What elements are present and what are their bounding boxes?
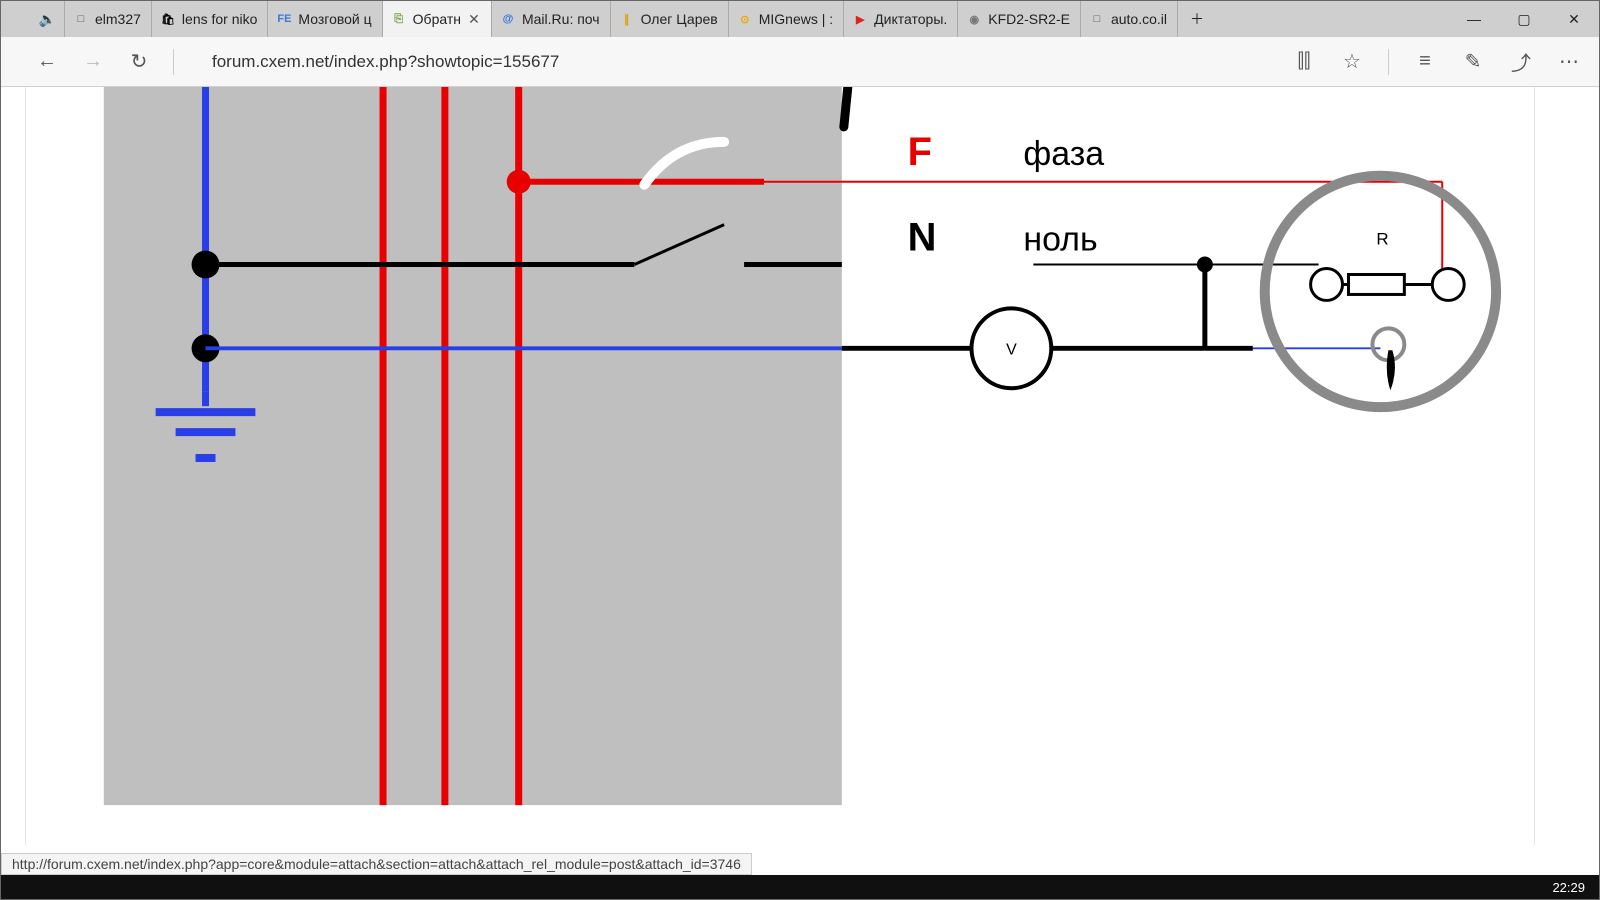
tab-title: Обратн (413, 11, 461, 27)
tab-title: Олег Царев (641, 11, 718, 27)
favicon-icon: ▶ (852, 11, 868, 27)
svg-text:F: F (908, 130, 932, 174)
forward-button[interactable]: → (81, 50, 105, 74)
reading-list-button[interactable]: ⫿⫿ (1292, 50, 1316, 74)
close-button[interactable]: ✕ (1549, 1, 1599, 37)
reading-list-icon: ⫿⫿ (1298, 50, 1311, 73)
back-button[interactable]: ← (35, 50, 59, 74)
favorite-button[interactable]: ☆ (1340, 50, 1364, 74)
web-note-button[interactable]: ✎ (1461, 50, 1485, 74)
window-controls: — ▢ ✕ (1449, 1, 1599, 37)
speaker-icon: 🔈 (39, 11, 56, 28)
tab-strip: 🔈 □ elm327 🛍 lens for nikо FE Мозговой ц ⎘ Обра… (1, 1, 1599, 37)
favicon-icon: ⎘ (391, 11, 407, 27)
tab-5[interactable]: ∥ Олег Царев (611, 1, 729, 37)
star-icon: ☆ (1343, 49, 1361, 74)
more-icon: ⋯ (1559, 49, 1579, 74)
share-icon: ⤴ (1511, 47, 1531, 76)
tab-9[interactable]: □ auto.co.il (1081, 1, 1178, 37)
more-button[interactable]: ⋯ (1557, 50, 1581, 74)
tab-title: MIGnews | : (759, 11, 833, 27)
new-tab-button[interactable]: ＋ (1178, 1, 1218, 37)
tab-title: lens for nikо (182, 11, 257, 27)
favicon-icon: ◉ (966, 11, 982, 27)
tab-title: KFD2-SR2-E (988, 11, 1070, 27)
tab-3[interactable]: ⎘ Обратн ✕ (383, 1, 492, 37)
tab-1[interactable]: 🛍 lens for nikо (152, 1, 268, 37)
favicon-icon: □ (73, 11, 89, 27)
navigation-bar: ← → ↻ forum.cxem.net/index.php?showtopic… (1, 37, 1599, 87)
tab-title: Диктаторы. (874, 11, 947, 27)
url-text: forum.cxem.net/index.php?showtopic=15567… (212, 52, 559, 72)
audio-indicator-tab: 🔈 (31, 1, 65, 37)
tab-8[interactable]: ◉ KFD2-SR2-E (958, 1, 1081, 37)
svg-text:R: R (1376, 230, 1388, 249)
svg-text:фаза: фаза (1023, 135, 1104, 173)
tab-title: elm327 (95, 11, 141, 27)
tab-2[interactable]: FE Мозговой ц (268, 1, 382, 37)
svg-text:ноль: ноль (1023, 221, 1097, 259)
plus-icon: ＋ (1190, 9, 1204, 29)
share-button[interactable]: ⤴ (1509, 50, 1533, 74)
circuit-diagram: [object Object]FфазаNнольVR (26, 87, 1534, 845)
tab-title: Мозговой ц (298, 11, 371, 27)
favicon-icon: □ (1089, 11, 1105, 27)
close-tab-icon[interactable]: ✕ (467, 11, 481, 28)
page-content: [object Object]FфазаNнольVR http://forum… (1, 87, 1599, 875)
taskbar[interactable]: 22:29 (1, 875, 1599, 899)
tab-6[interactable]: ⊙ MIGnews | : (729, 1, 844, 37)
status-bar: http://forum.cxem.net/index.php?app=core… (1, 853, 752, 875)
tab-7[interactable]: ▶ Диктаторы. (844, 1, 958, 37)
favicon-icon: FE (276, 11, 292, 27)
hub-icon: ≡ (1419, 50, 1431, 73)
taskbar-clock: 22:29 (1552, 880, 1585, 895)
hub-button[interactable]: ≡ (1413, 50, 1437, 74)
favicon-icon: ⊙ (737, 11, 753, 27)
minimize-button[interactable]: — (1449, 1, 1499, 37)
address-bar[interactable]: forum.cxem.net/index.php?showtopic=15567… (196, 52, 1270, 72)
favicon-icon: @ (500, 11, 516, 27)
tab-title: Mail.Ru: поч (522, 11, 600, 27)
reload-button[interactable]: ↻ (127, 50, 151, 74)
maximize-button[interactable]: ▢ (1499, 1, 1549, 37)
svg-text:N: N (908, 216, 937, 260)
favicon-icon: 🛍 (160, 11, 176, 27)
note-icon: ✎ (1465, 49, 1482, 74)
status-url: http://forum.cxem.net/index.php?app=core… (12, 856, 741, 872)
tab-title: auto.co.il (1111, 11, 1167, 27)
svg-text:V: V (1006, 341, 1017, 358)
favicon-icon: ∥ (619, 11, 635, 27)
tab-0[interactable]: □ elm327 (65, 1, 152, 37)
tab-4[interactable]: @ Mail.Ru: поч (492, 1, 611, 37)
